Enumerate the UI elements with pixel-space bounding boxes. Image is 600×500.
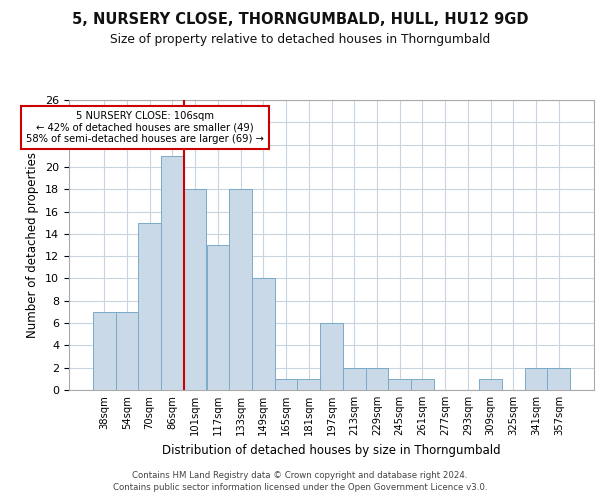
- Text: 5, NURSERY CLOSE, THORNGUMBALD, HULL, HU12 9GD: 5, NURSERY CLOSE, THORNGUMBALD, HULL, HU…: [72, 12, 528, 28]
- Bar: [275, 379, 298, 390]
- Bar: [320, 323, 343, 390]
- Bar: [343, 368, 365, 390]
- Bar: [365, 368, 388, 390]
- Text: 5 NURSERY CLOSE: 106sqm
← 42% of detached houses are smaller (49)
58% of semi-de: 5 NURSERY CLOSE: 106sqm ← 42% of detache…: [26, 111, 264, 144]
- Bar: [184, 189, 206, 390]
- Bar: [93, 312, 116, 390]
- Bar: [411, 379, 434, 390]
- Y-axis label: Number of detached properties: Number of detached properties: [26, 152, 40, 338]
- Bar: [116, 312, 139, 390]
- Bar: [524, 368, 547, 390]
- Bar: [547, 368, 570, 390]
- Bar: [161, 156, 184, 390]
- Bar: [479, 379, 502, 390]
- Text: Size of property relative to detached houses in Thorngumbald: Size of property relative to detached ho…: [110, 32, 490, 46]
- Bar: [298, 379, 320, 390]
- X-axis label: Distribution of detached houses by size in Thorngumbald: Distribution of detached houses by size …: [162, 444, 501, 456]
- Bar: [206, 245, 229, 390]
- Bar: [139, 222, 161, 390]
- Bar: [252, 278, 275, 390]
- Bar: [229, 189, 252, 390]
- Text: Contains HM Land Registry data © Crown copyright and database right 2024.
Contai: Contains HM Land Registry data © Crown c…: [113, 471, 487, 492]
- Bar: [388, 379, 411, 390]
